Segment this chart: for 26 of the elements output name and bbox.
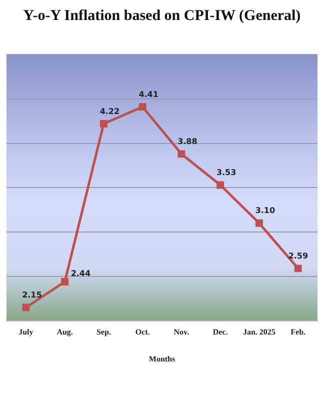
x-tick-label: Sep. xyxy=(96,328,111,337)
data-label: 2.44 xyxy=(70,268,91,278)
data-label: 4.22 xyxy=(100,106,120,116)
point xyxy=(100,120,108,128)
data-label: 3.53 xyxy=(216,168,236,178)
x-tick-label: Dec. xyxy=(212,328,228,337)
data-label: 2.15 xyxy=(22,290,42,300)
data-label: 3.10 xyxy=(255,206,276,216)
point xyxy=(216,181,224,189)
data-label: 4.41 xyxy=(138,90,159,99)
x-tick-label: Oct. xyxy=(135,328,150,337)
chart-title: Y-o-Y Inflation based on CPI-IW (General) xyxy=(22,7,302,26)
x-tick-label: Jan. 2025 xyxy=(242,328,276,337)
x-tick-label: Aug. xyxy=(56,328,73,337)
x-tick-label: July xyxy=(18,328,34,337)
point xyxy=(22,304,30,312)
point xyxy=(294,264,302,272)
point xyxy=(61,278,69,286)
x-tick-label: Nov. xyxy=(174,328,190,337)
x-tick-label: Feb. xyxy=(290,328,306,337)
data-label: 3.88 xyxy=(178,136,198,146)
x-axis-title: Months xyxy=(148,354,176,364)
point xyxy=(255,219,263,227)
point xyxy=(138,103,146,111)
point xyxy=(178,150,186,158)
data-label: 2.59 xyxy=(288,252,308,261)
